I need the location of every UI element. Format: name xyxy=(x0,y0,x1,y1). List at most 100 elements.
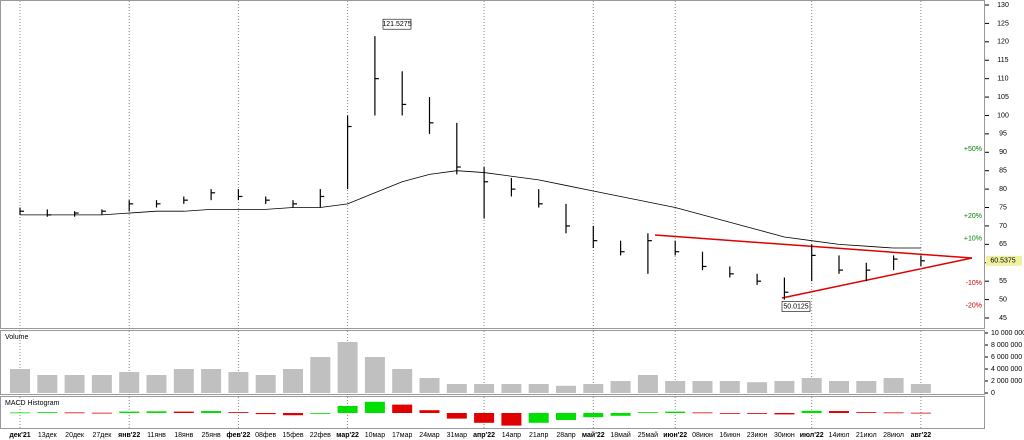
price-label-box xyxy=(781,301,811,312)
y-tick-label: 85 xyxy=(999,168,1007,175)
macd-bar xyxy=(801,410,822,413)
volume-bar xyxy=(747,382,768,393)
volume-bar xyxy=(501,384,522,393)
macd-bar xyxy=(201,411,222,413)
volume-bar xyxy=(774,381,795,393)
volume-bar xyxy=(801,378,822,393)
macd-bar xyxy=(228,412,249,413)
macd-bar xyxy=(255,413,276,415)
macd-bar xyxy=(501,413,522,426)
macd-bar xyxy=(637,412,658,413)
volume-bar xyxy=(64,375,85,393)
x-tick-label: янв'22 xyxy=(118,432,140,439)
volume-bar xyxy=(637,375,658,393)
macd-bar xyxy=(829,411,849,413)
y-tick-label: 125 xyxy=(997,20,1009,27)
x-tick-label: 16июн xyxy=(719,432,740,439)
price-panel xyxy=(0,0,985,329)
volume-bar xyxy=(419,378,440,393)
volume-bar xyxy=(719,381,740,393)
panel-title: Volume xyxy=(5,334,28,341)
percent-label: +20% xyxy=(964,213,982,220)
macd-bar xyxy=(610,413,631,416)
y-tick-label: 45 xyxy=(999,315,1007,322)
x-tick-label: июл'22 xyxy=(800,432,824,439)
macd-bar xyxy=(583,413,604,418)
x-tick-label: 14июл xyxy=(829,432,850,439)
macd-bar xyxy=(364,401,385,413)
volume-bar xyxy=(364,357,385,393)
y-tick-label: 110 xyxy=(997,75,1008,82)
volume-bar xyxy=(10,369,30,393)
volume-bar xyxy=(146,375,167,393)
y-tick-label: 90 xyxy=(999,149,1007,156)
percent-label: -10% xyxy=(966,280,982,287)
volume-bar xyxy=(37,375,58,393)
last-price-box xyxy=(986,255,1022,266)
macd-bar xyxy=(474,413,495,423)
y-tick-label: 50 xyxy=(999,296,1007,303)
volume-bar xyxy=(201,369,222,393)
y-tick-label: 8 000 000 xyxy=(991,342,1022,349)
y-tick-label: 105 xyxy=(997,94,1009,101)
x-tick-label: 24мар xyxy=(419,432,439,439)
x-tick-label: 23июн xyxy=(747,432,768,439)
x-tick-label: 15фев xyxy=(282,432,303,439)
x-tick-label: июн'22 xyxy=(663,432,687,439)
x-tick-label: 10мар xyxy=(365,432,385,439)
y-tick-label: 115 xyxy=(997,57,1008,64)
panel-title: MACD Histogram xyxy=(5,400,60,407)
macd-bar xyxy=(692,412,713,414)
volume-bar xyxy=(665,381,686,393)
moving-average xyxy=(20,170,921,249)
x-tick-label: 31мар xyxy=(447,432,467,439)
macd-bar xyxy=(64,412,85,414)
volume-bar xyxy=(583,384,604,393)
y-tick-label: 120 xyxy=(997,39,1009,46)
x-tick-label: 14апр xyxy=(502,432,521,439)
x-tick-label: 28июл xyxy=(883,432,904,439)
percent-label: +50% xyxy=(964,146,982,153)
x-tick-label: май'22 xyxy=(582,431,605,439)
trend-line xyxy=(654,234,973,259)
x-tick-label: 11янв xyxy=(147,432,166,439)
volume-bar xyxy=(392,369,413,393)
macd-bar xyxy=(91,412,112,414)
volume-bar xyxy=(119,372,140,393)
volume-bar xyxy=(556,385,576,393)
x-tick-label: 22фев xyxy=(310,432,331,439)
x-tick-label: 30июн xyxy=(774,432,795,439)
price-label: 121.5275 xyxy=(382,21,411,28)
x-tick-label: 25май xyxy=(638,431,658,439)
macd-bar xyxy=(446,413,467,419)
x-tick-label: 21апр xyxy=(529,432,548,439)
volume-bar xyxy=(883,378,904,393)
volume-bar xyxy=(283,369,303,393)
macd-bar xyxy=(119,411,140,413)
x-tick-label: 18янв xyxy=(174,432,193,439)
volume-bar xyxy=(610,381,631,393)
macd-bar xyxy=(856,412,877,413)
y-tick-label: 65 xyxy=(999,241,1007,248)
price-label: 50.0125 xyxy=(783,303,808,310)
macd-bar xyxy=(173,411,194,413)
macd-bar xyxy=(556,413,576,420)
macd-bar xyxy=(310,413,331,414)
x-tick-label: 13дек xyxy=(38,432,58,439)
x-tick-label: 28апр xyxy=(556,432,575,439)
macd-bar xyxy=(747,413,768,414)
y-tick-label: 2 000 000 xyxy=(991,378,1022,385)
volume-panel xyxy=(0,330,985,395)
macd-bar xyxy=(528,413,549,423)
macd-bar xyxy=(337,406,358,413)
volume-bar xyxy=(528,384,549,393)
y-tick-label: 70 xyxy=(999,223,1007,230)
y-tick-label: 75 xyxy=(999,204,1007,211)
macd-bar xyxy=(146,411,167,413)
macd-bar xyxy=(910,412,931,414)
macd-panel xyxy=(0,396,985,429)
trend-line xyxy=(781,257,973,299)
x-tick-label: фев'22 xyxy=(227,432,251,439)
macd-bar xyxy=(37,412,58,413)
